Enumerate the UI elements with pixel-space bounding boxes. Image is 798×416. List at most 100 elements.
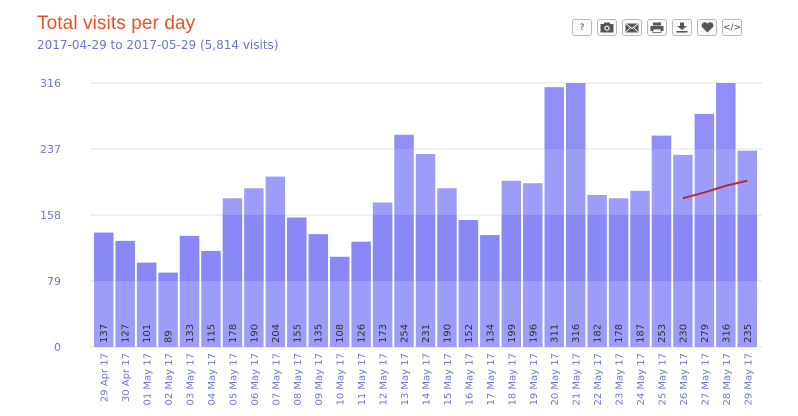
code-icon: </>	[722, 22, 742, 33]
bar-band-shade	[437, 215, 457, 281]
x-tick-label: 25 May 17	[657, 353, 668, 405]
x-tick-label: 12 May 17	[379, 353, 390, 405]
x-tick-label: 05 May 17	[228, 353, 239, 405]
bar-band-shade	[523, 215, 543, 281]
bar-band-shade	[587, 215, 607, 281]
bar-value-label: 196	[528, 324, 539, 343]
question-icon: ?	[579, 22, 585, 33]
bar-band-shade	[308, 234, 328, 281]
bar-value-label: 126	[357, 324, 368, 343]
x-tick-label: 28 May 17	[722, 353, 733, 405]
bar-value-label: 178	[614, 324, 625, 343]
bar-band-shade	[565, 83, 586, 149]
bar-value-label: 199	[507, 324, 518, 343]
x-tick-label: 26 May 17	[679, 353, 690, 405]
bar-band-shade	[179, 235, 200, 281]
bar[interactable]	[158, 272, 178, 347]
bar-value-label: 204	[271, 324, 282, 343]
bar-band-shade	[244, 215, 264, 281]
x-tick-label: 04 May 17	[207, 353, 218, 405]
chart-toolbar: ? </>	[572, 19, 742, 36]
printer-icon	[650, 22, 664, 33]
bar-band-shade	[673, 215, 693, 281]
band-overlay	[94, 83, 757, 281]
print-button[interactable]	[647, 19, 667, 36]
bar-band-shade	[716, 83, 736, 149]
bar-value-label: 231	[421, 324, 432, 343]
bar-value-label: 316	[721, 324, 732, 343]
x-tick-label: 18 May 17	[507, 353, 518, 405]
bar-band-shade	[115, 240, 135, 281]
bar-value-label: 254	[400, 324, 411, 343]
bar-value-label: 178	[228, 324, 239, 343]
y-tick-label: 316	[40, 77, 61, 90]
camera-icon	[600, 22, 614, 33]
bar-band-shade	[394, 215, 414, 281]
download-icon	[676, 22, 688, 33]
bar-value-label: 155	[292, 324, 303, 343]
bar-value-label: 311	[550, 324, 561, 343]
bar-value-label: 230	[678, 324, 689, 343]
x-tick-label: 27 May 17	[700, 353, 711, 405]
x-tick-label: 20 May 17	[550, 353, 561, 405]
x-tick-label: 10 May 17	[336, 353, 347, 405]
bar-value-label: 187	[636, 324, 647, 343]
y-tick-label: 0	[54, 341, 61, 354]
x-tick-label: 21 May 17	[572, 353, 583, 405]
y-tick-label: 79	[47, 275, 61, 288]
x-tick-label: 29 Apr 17	[100, 353, 111, 402]
bar-band-shade	[737, 215, 757, 281]
bar-band-shade	[158, 272, 178, 281]
bar-band-shade	[716, 215, 736, 281]
x-tick-label: 30 Apr 17	[121, 353, 132, 402]
bar-band-shade	[265, 215, 286, 281]
bar-value-label: 135	[314, 324, 325, 343]
bar-value-label: 190	[442, 324, 453, 343]
y-tick-label: 237	[40, 143, 61, 156]
bar-band-shade	[415, 215, 436, 281]
trend-line	[682, 179, 748, 200]
bar-band-shade	[222, 215, 243, 281]
x-tick-label: 19 May 17	[529, 353, 540, 405]
screenshot-button[interactable]	[597, 19, 617, 36]
download-button[interactable]	[672, 19, 692, 36]
bar-band-shade	[201, 250, 221, 281]
x-tick-label: 14 May 17	[422, 353, 433, 405]
x-tick-label: 13 May 17	[400, 353, 411, 405]
x-tick-label: 23 May 17	[615, 353, 626, 405]
help-button[interactable]: ?	[572, 19, 592, 36]
x-tick-label: 06 May 17	[250, 353, 261, 405]
bar-band-shade	[544, 215, 564, 281]
data-labels: 137 127 101 89 133 115 178 190 204 155 135 108 126 17…	[99, 324, 754, 343]
x-tick-label: 11 May 17	[357, 353, 368, 405]
x-tick-label: 09 May 17	[314, 353, 325, 405]
bar-value-label: 190	[249, 324, 260, 343]
x-axis: 29 Apr 17 30 Apr 17 01 May 17 02 May 17 03 M…	[100, 353, 755, 405]
bar-band-shade	[630, 215, 650, 281]
chart-title: Total visits per day	[37, 13, 196, 34]
bar-band-shade	[94, 232, 114, 281]
x-tick-label: 29 May 17	[743, 353, 754, 405]
bar-band-shade	[351, 241, 371, 281]
bar-value-label: 115	[206, 324, 217, 343]
bar-value-label: 108	[335, 324, 346, 343]
favorite-button[interactable]	[697, 19, 717, 36]
heart-icon	[701, 22, 713, 33]
bar-band-shade	[565, 215, 586, 281]
x-tick-label: 08 May 17	[293, 353, 304, 405]
bar-band-shade	[372, 215, 393, 281]
bar-band-shade	[329, 256, 350, 281]
bar[interactable]	[136, 262, 157, 347]
x-tick-label: 15 May 17	[443, 353, 454, 405]
bar-band-shade	[394, 134, 414, 149]
bar-band-shade	[694, 215, 715, 281]
trend-polyline	[682, 179, 748, 200]
bar-band-shade	[608, 215, 629, 281]
embed-button[interactable]: </>	[722, 19, 742, 36]
bar-band-shade	[544, 87, 564, 149]
email-button[interactable]	[622, 19, 642, 36]
envelope-icon	[625, 23, 639, 32]
x-tick-label: 22 May 17	[593, 353, 604, 405]
bar-value-label: 173	[378, 324, 389, 343]
